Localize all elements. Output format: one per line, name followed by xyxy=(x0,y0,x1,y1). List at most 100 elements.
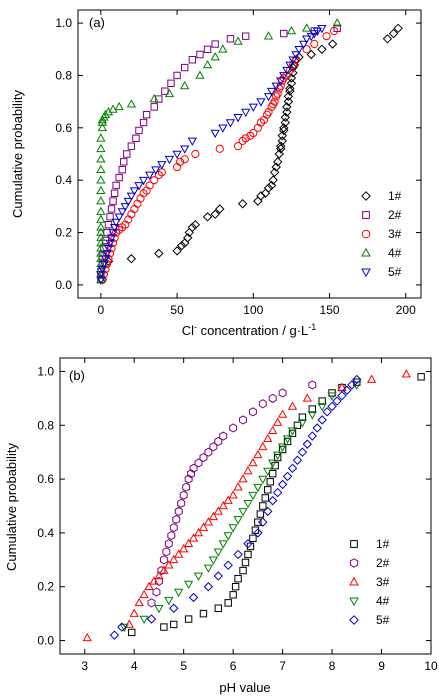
panel-a-point-series-1 xyxy=(180,238,190,248)
panel-b-point-series-1 xyxy=(239,566,247,575)
panel-b-point-series-1 xyxy=(170,620,178,629)
panel-b-point-series-3 xyxy=(218,500,228,510)
panel-b-point-series-1 xyxy=(264,486,272,494)
panel-a-point-series-5 xyxy=(129,187,140,196)
panel-b-point-series-4 xyxy=(273,451,283,460)
panel-b-point-series-4 xyxy=(297,419,308,428)
panel-a-point-series-3 xyxy=(145,181,154,190)
panel-b-x-tick-label: 10 xyxy=(424,659,438,673)
panel-a-point-series-1 xyxy=(126,254,137,264)
panel-a-point-series-5 xyxy=(294,45,304,55)
panel-b-point-series-1 xyxy=(214,604,222,612)
panel-b-point-series-5 xyxy=(352,374,362,385)
panel-a-point-series-4 xyxy=(332,18,342,27)
panel-a-point-series-4 xyxy=(96,164,106,174)
panel-a-point-series-2 xyxy=(132,134,140,142)
panel-a-point-series-2 xyxy=(226,35,235,43)
panel-a-point-series-5 xyxy=(241,108,251,118)
panel-a-point-series-5 xyxy=(306,32,316,42)
panel-a-point-series-1 xyxy=(382,34,393,44)
panel-a-point-series-2 xyxy=(110,189,119,197)
panel-b-point-series-5 xyxy=(213,571,224,581)
panel-b-point-series-3 xyxy=(238,474,248,483)
panel-b-point-series-3 xyxy=(277,409,288,418)
panel-b-point-series-5 xyxy=(287,463,298,474)
panel-a-point-series-5 xyxy=(271,82,281,91)
panel-b-point-series-5 xyxy=(307,431,317,441)
panel-a-legend-label-3: 3# xyxy=(388,227,402,241)
panel-a-point-series-4 xyxy=(202,59,213,69)
panel-a-point-series-5 xyxy=(97,265,108,275)
panel-b-point-series-4 xyxy=(307,411,317,420)
panel-b-legend-marker-2 xyxy=(349,558,359,568)
panel-a-point-series-1 xyxy=(237,199,248,209)
panel-b-point-series-4 xyxy=(268,459,278,468)
panel-a-point-series-4 xyxy=(263,31,274,40)
panel-b-point-series-4 xyxy=(193,572,204,581)
panel-b-point-series-3 xyxy=(159,565,169,574)
panel-a-ticks: 0 50 100 150 200 0.0 0.2 0.4 0.6 0.8 1.0 xyxy=(55,10,421,317)
panel-b-point-series-1 xyxy=(128,628,136,637)
panel-b-point-series-5 xyxy=(223,560,233,570)
panel-a-point-series-4 xyxy=(96,143,106,153)
panel-b-x-axis-label: pH value xyxy=(219,680,270,695)
panel-a-point-series-5 xyxy=(172,150,182,160)
panel-a-point-series-3 xyxy=(291,55,301,64)
panel-a-x-tick-label: 200 xyxy=(396,303,416,317)
panel-a-point-series-2 xyxy=(135,126,143,135)
panel-a-point-series-5 xyxy=(102,250,112,259)
panel-b-point-series-5 xyxy=(277,479,288,490)
panel-a-point-series-1 xyxy=(187,222,198,233)
panel-a-chart: (a) 0 50 100 150 200 0.0 0.2 0.4 0.6 0.8 1.0 1# 2# 3… xyxy=(10,9,422,338)
panel-b-point-series-2 xyxy=(268,393,277,403)
panel-a-point-series-5 xyxy=(256,98,266,107)
panel-b-point-series-4 xyxy=(139,615,149,625)
panel-a-point-series-3 xyxy=(270,97,279,106)
panel-a-x-tick-label: 0 xyxy=(98,303,105,317)
panel-a-point-series-1 xyxy=(283,96,294,107)
panel-a-point-series-2 xyxy=(280,29,288,38)
panel-b-point-series-4 xyxy=(218,540,228,549)
panel-b-point-series-4 xyxy=(213,548,223,557)
panel-b-point-series-3 xyxy=(401,369,411,378)
panel-b-point-series-1 xyxy=(288,429,297,438)
panel-a-point-series-1 xyxy=(285,83,295,94)
panel-b-point-series-3 xyxy=(139,589,149,599)
panel-a-legend: 1# 2# 3# 4# 5# xyxy=(361,189,402,279)
panel-a-point-series-3 xyxy=(150,176,159,185)
panel-a-point-series-1 xyxy=(277,130,287,141)
panel-b-y-tick-label: 0.2 xyxy=(37,580,54,594)
panel-b-legend-marker-1 xyxy=(350,540,358,548)
panel-b-point-series-4 xyxy=(317,403,327,412)
panel-a-point-series-5 xyxy=(298,40,309,50)
panel-a-x-axis-label: Cl- concentration / g·L-1 xyxy=(182,322,317,338)
panel-a-point-series-1 xyxy=(215,204,225,214)
panel-a-point-series-4 xyxy=(96,185,106,194)
panel-b-point-series-4 xyxy=(208,556,218,565)
panel-a-point-series-5 xyxy=(266,87,277,97)
panel-a-point-series-5 xyxy=(218,124,228,133)
panel-a-point-series-5 xyxy=(164,155,175,165)
panel-a-data-points xyxy=(96,18,403,285)
panel-a-point-series-3 xyxy=(330,26,339,36)
panel-b-point-series-3 xyxy=(233,482,243,491)
panel-a-point-series-4 xyxy=(96,237,106,247)
panel-a-point-series-3 xyxy=(249,128,258,138)
panel-a-plot-frame xyxy=(77,9,422,299)
panel-a-point-series-5 xyxy=(99,260,109,269)
panel-b-point-series-3 xyxy=(366,374,377,383)
panel-a-point-series-2 xyxy=(118,166,126,174)
panel-a-point-series-5 xyxy=(285,61,295,71)
panel-a-x-tick-label: 50 xyxy=(170,303,184,317)
panel-b-legend-label-2: 2# xyxy=(376,556,390,570)
panel-b-point-series-1 xyxy=(271,461,279,470)
panel-b-point-series-4 xyxy=(119,623,129,633)
panel-b-point-series-5 xyxy=(342,385,352,395)
panel-a-point-series-1 xyxy=(256,191,266,201)
panel-a-point-series-3 xyxy=(276,81,285,91)
panel-a-point-series-5 xyxy=(117,208,127,217)
panel-a-point-series-2 xyxy=(211,40,219,48)
panel-a-point-series-1 xyxy=(282,102,292,112)
panel-a-point-series-5 xyxy=(279,72,289,81)
